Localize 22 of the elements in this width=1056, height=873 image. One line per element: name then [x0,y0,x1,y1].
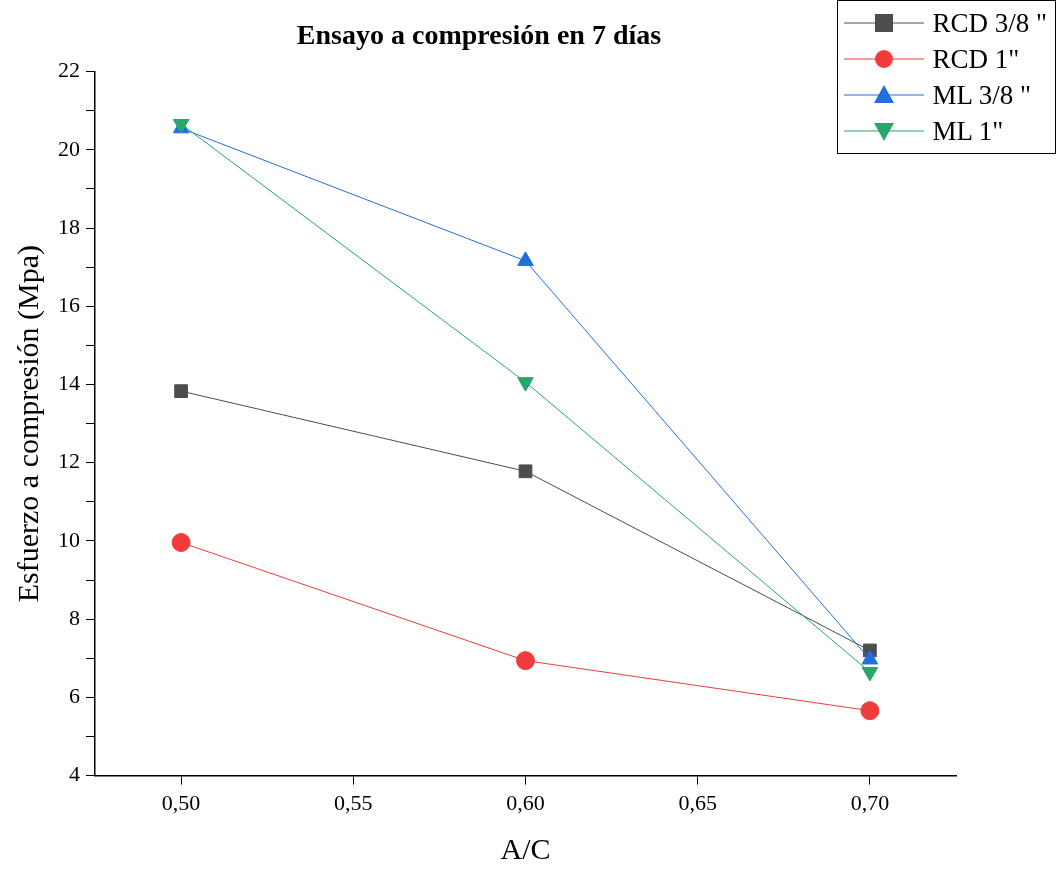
x-axis-title: A/C [500,831,551,865]
y-tick-label: 16 [58,292,80,318]
y-tick-label: 20 [58,135,80,161]
x-tick-label: 0,65 [678,789,717,815]
x-tick-label: 0,50 [161,789,201,815]
y-tick-label: 14 [58,370,80,396]
y-tick-label: 22 [58,57,80,83]
chart-title: Ensayo a compresión en 7 días [296,19,662,51]
y-axis-title: Esfuerzo a compresión (Mpa) [10,244,45,603]
y-tick-label: 6 [69,683,80,709]
legend-label: RCD 1" [932,43,1020,75]
x-tick-label: 0,55 [334,789,373,815]
x-tick-label: 0,70 [850,789,890,815]
y-tick-label: 18 [58,213,80,239]
legend-label: ML 1" [932,115,1004,147]
y-tick-label: 12 [58,448,80,474]
legend-label: RCD 3/8 " [932,7,1047,39]
x-tick-label: 0,60 [506,789,545,815]
y-tick-label: 4 [69,761,80,787]
y-tick-label: 8 [69,604,80,630]
legend-label: ML 3/8 " [932,79,1031,111]
y-tick-label: 10 [58,526,80,552]
